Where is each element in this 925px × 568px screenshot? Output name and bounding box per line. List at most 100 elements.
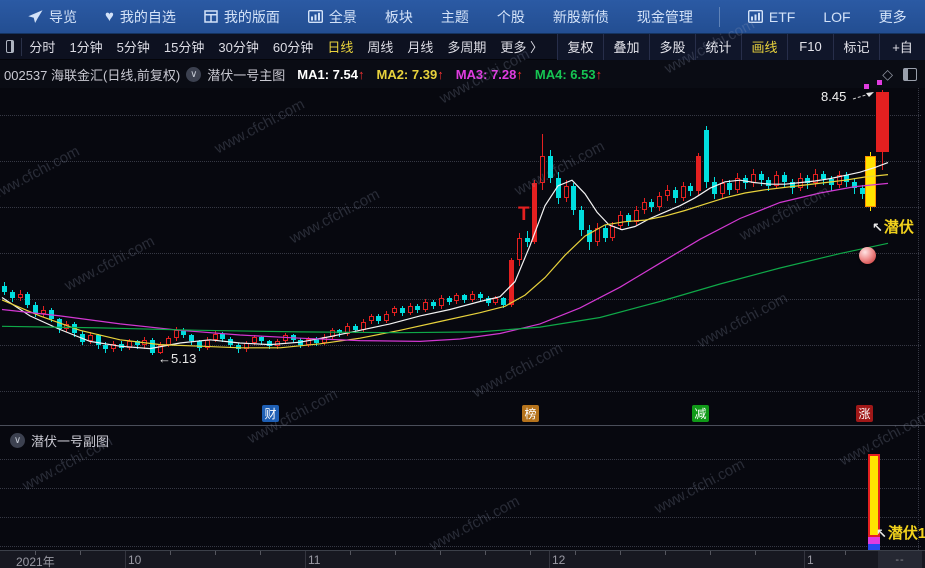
axis-label-12: 12 [552,553,566,567]
axis-corner-button[interactable]: -- [878,551,922,568]
gridline [918,426,919,550]
nav-item-8[interactable]: 现金管理 [637,7,693,27]
nav-item-label: 主题 [440,8,469,25]
candle [275,341,280,347]
ma-value-MA1: MA1: 7.54↑ [297,66,365,82]
nav-item-3[interactable]: 全景 [307,7,357,27]
candle [384,313,390,321]
gridline [0,546,921,547]
candle [446,297,452,302]
split-pane-icon[interactable] [6,40,14,53]
candle [750,173,756,184]
nav-item-0[interactable]: 导览 [28,7,77,27]
toolbar-button-+自[interactable]: +自 [879,33,925,60]
axis-tick [395,551,396,555]
candle [704,129,709,182]
qianfu-signal-label: ↖潜伏 [872,219,914,236]
symbol-title: 002537 海联金汇(日线,前复权) [4,67,181,83]
nav-item-label: 板块 [384,8,413,25]
gridline [0,488,921,489]
layout-icon [204,10,218,23]
candle [181,329,187,336]
candle [509,260,514,305]
candle [337,330,343,334]
bar-chart-icon [747,10,763,23]
gridline [0,115,921,116]
nav-item-6[interactable]: 个股 [497,7,525,27]
period-月线[interactable]: 月线 [407,40,434,55]
candle [649,201,655,208]
period-分时[interactable]: 分时 [29,40,56,55]
period-多周期[interactable]: 多周期 [447,40,487,55]
nav-item-1[interactable]: ♥ 我的自选 [105,7,176,27]
low-price-annotation: ←5.13 [158,351,197,366]
toolbar-button-F10[interactable]: F10 [787,33,833,60]
candle [41,309,46,314]
nav-item-12[interactable]: 更多 [879,7,907,27]
ma-value-MA2: MA2: 7.39↑ [376,66,444,82]
axis-tick [170,551,171,555]
nav-item-label: 更多 [878,8,907,25]
nav-item-10[interactable]: ETF [747,9,795,25]
axis-tick [530,551,531,555]
gridline [0,161,921,162]
nav-item-11[interactable]: LOF [823,9,850,25]
ma-lines-overlay [1,92,889,350]
candle [555,177,561,198]
candle [501,298,507,305]
axis-tick [710,551,711,555]
period-15分钟[interactable]: 15分钟 [163,40,205,55]
period-更多 〉[interactable]: 更多 〉 [500,40,543,55]
candle [477,293,483,298]
event-badge-减[interactable]: 减 [692,405,709,422]
indicator-sub-chart[interactable]: ∨ 潜伏一号副图 ↖潜伏1 [0,425,925,550]
candle [251,337,257,343]
gridline [0,391,921,392]
nav-item-2[interactable]: 我的版面 [204,7,280,27]
signal-dot [877,80,882,85]
toolbar-button-多股[interactable]: 多股 [649,33,695,60]
nav-item-7[interactable]: 新股新债 [553,7,609,27]
axis-tick [350,551,351,555]
nav-item-4[interactable]: 板块 [385,7,413,27]
period-30分钟[interactable]: 30分钟 [218,40,259,55]
axis-separator [125,551,126,568]
toolbar-button-标记[interactable]: 标记 [833,33,879,60]
event-badge-榜[interactable]: 榜 [522,405,539,422]
chevron-down-icon[interactable]: ∨ [186,66,202,82]
main-candlestick-chart[interactable]: 8.45 ←5.13 T ↖潜伏财 榜 减 涨 [0,80,925,425]
candle [64,323,70,330]
candle [594,228,600,242]
sub-bar-blue-segment [868,544,880,550]
candle [626,215,631,222]
candle [524,237,530,242]
period-1分钟[interactable]: 1分钟 [69,40,103,55]
event-badge-财[interactable]: 财 [262,405,279,422]
candle [220,333,226,340]
sidebar-toggle-icon[interactable] [903,67,917,81]
toolbar-button-统计[interactable]: 统计 [695,33,741,60]
candle [321,336,327,343]
candle [875,92,889,153]
diamond-icon[interactable]: ◇ [882,65,893,82]
period-60分钟[interactable]: 60分钟 [272,40,314,55]
toolbar-button-画线[interactable]: 画线 [741,33,787,60]
chevron-down-icon[interactable]: ∨ [10,433,25,448]
event-badge-涨[interactable]: 涨 [856,405,873,422]
candle [80,333,85,342]
period-日线[interactable]: 日线 [327,40,354,55]
toolbar-button-叠加[interactable]: 叠加 [603,33,649,60]
candle [165,338,171,345]
period-周线[interactable]: 周线 [367,40,394,55]
nav-item-5[interactable]: 主题 [441,7,469,27]
candle [633,209,639,222]
nav-item-label: 个股 [496,8,525,25]
candle [173,329,179,339]
nav-item-label: 导览 [49,8,77,25]
MA1-line [1,162,889,350]
sub-indicator-name: 潜伏一号副图 [31,434,110,449]
period-5分钟[interactable]: 5分钟 [116,40,150,55]
candle [680,185,686,198]
candle [454,295,460,302]
toolbar-button-复权[interactable]: 复权 [557,33,603,60]
